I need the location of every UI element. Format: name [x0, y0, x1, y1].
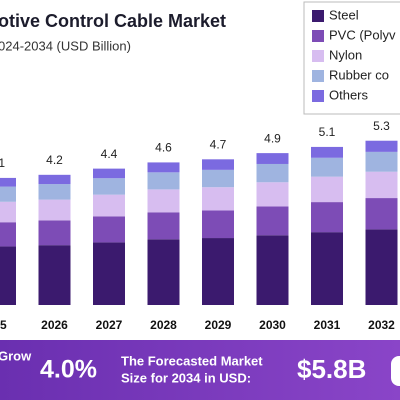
bar-segment	[38, 199, 71, 221]
value-label: 4.2	[46, 153, 63, 167]
bar-segment	[256, 206, 289, 236]
legend-swatch	[312, 90, 324, 102]
banner-value: $5.8B	[297, 354, 366, 384]
value-label: 5.1	[319, 125, 336, 139]
value-label: 4.4	[101, 147, 118, 161]
value-label: 4.7	[210, 137, 227, 151]
bar-segment	[256, 163, 289, 183]
legend-label: Nylon	[329, 47, 362, 62]
bar-segment	[93, 178, 125, 195]
bar-segment	[311, 232, 343, 305]
legend-swatch	[312, 10, 324, 22]
bar-segment	[38, 220, 71, 246]
banner-decoration	[391, 356, 400, 386]
x-tick-label: 2030	[259, 318, 286, 332]
bar-segment	[202, 187, 234, 211]
bar-segment	[38, 174, 71, 185]
bar-segment	[256, 182, 289, 207]
bar-segment	[147, 172, 180, 190]
bar-segment	[365, 140, 398, 152]
value-label: 4.9	[264, 131, 281, 145]
bar-segment	[0, 201, 16, 223]
x-tick-label: 2031	[314, 318, 341, 332]
value-label: .1	[0, 156, 5, 170]
bar-segment	[311, 202, 343, 233]
legend-label: Rubber co	[329, 67, 389, 82]
x-tick-label: 2028	[150, 318, 177, 332]
value-label: 4.6	[155, 141, 172, 155]
bar-segment	[93, 216, 125, 243]
x-tick-label: 2029	[205, 318, 232, 332]
legend-label: Others	[329, 87, 369, 102]
bar-segment	[365, 229, 398, 305]
bar-segment	[202, 169, 234, 188]
bar-segment	[147, 162, 180, 173]
chart-subtitle: 024-2034 (USD Billion)	[0, 38, 131, 53]
chart-title: otive Control Cable Market	[0, 11, 226, 31]
legend-swatch	[312, 50, 324, 62]
bar-segment	[0, 186, 16, 202]
bar-segment	[93, 242, 125, 305]
bar-segment	[147, 239, 180, 305]
legend-swatch	[312, 30, 324, 42]
value-label: 5.3	[373, 119, 390, 133]
bar-segment	[202, 159, 234, 170]
banner-text: Size for 2034 in USD:	[121, 370, 251, 385]
bar-segment	[256, 235, 289, 305]
x-tick-label: 25	[0, 318, 7, 332]
bar-segment	[311, 146, 343, 158]
x-tick-label: 2026	[41, 318, 68, 332]
bar-segment	[38, 245, 71, 305]
bar-segment	[365, 151, 398, 172]
bar-segment	[311, 176, 343, 203]
bar-segment	[311, 157, 343, 177]
bar-segment	[365, 171, 398, 199]
bar-segment	[93, 194, 125, 217]
legend-swatch	[312, 70, 324, 82]
bar-segment	[0, 246, 16, 305]
bar-segment	[147, 189, 180, 213]
bar-segment	[202, 210, 234, 239]
banner-cagr-label: Grow	[0, 348, 32, 363]
bar-segment	[365, 198, 398, 230]
bar-segment	[256, 153, 289, 164]
legend-label: PVC (Polyv	[329, 27, 396, 42]
banner-cagr: 4.0%	[40, 356, 97, 384]
bar-segment	[93, 168, 125, 179]
bar-segment	[38, 184, 71, 200]
bar-segment	[202, 238, 234, 305]
banner	[0, 340, 400, 400]
bar-segment	[0, 177, 16, 187]
legend-label: Steel	[329, 7, 359, 22]
banner-text: The Forecasted Market	[121, 353, 263, 368]
bar-segment	[147, 212, 180, 240]
x-tick-label: 2032	[368, 318, 395, 332]
x-tick-label: 2027	[96, 318, 123, 332]
bar-segment	[0, 222, 16, 247]
